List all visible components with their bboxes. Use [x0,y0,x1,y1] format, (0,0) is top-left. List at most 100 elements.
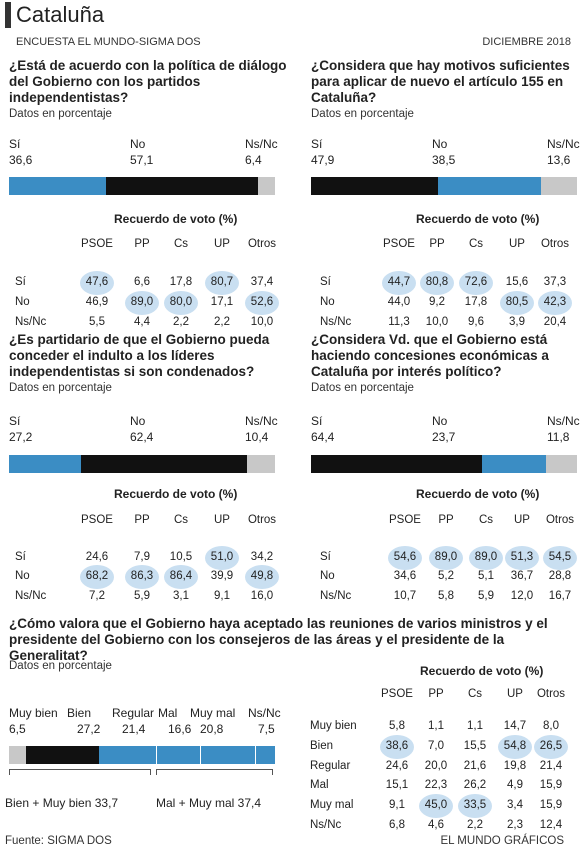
table-row-label: Ns/Nc [15,590,47,602]
table-cell: 45,0 [424,799,448,811]
table-cell: 10,0 [425,316,449,328]
highlight-circle [500,291,534,315]
bar-segment [98,746,156,764]
table-column-header: Otros [247,238,277,250]
table-cell: 34,6 [393,570,417,582]
table-title: Recuerdo de voto (%) [420,664,544,678]
table-cell: 3,1 [173,590,189,602]
table-cell: 2,2 [173,316,189,328]
table-cell: 49,8 [250,570,274,582]
table-row-label: Ns/Nc [320,590,352,602]
bar-segment [199,746,256,764]
bar-category-label: Sí [9,414,21,428]
table-cell: 34,2 [250,551,274,563]
table-row-label: Muy mal [310,799,354,811]
question-title: ¿Cómo valora que el Gobierno haya acepta… [9,616,548,663]
unit-label: Datos en porcentaje [311,382,414,394]
table-cell: 15,5 [463,740,487,752]
table-cell: 2,3 [507,819,523,831]
highlight-circle [419,794,453,818]
table-column-header: PP [428,688,444,700]
table-column-header: PP [134,514,150,526]
bar-category-label: Bien [67,706,92,720]
table-column-header: PP [438,514,454,526]
highlight-circle [125,565,159,589]
question-title: ¿Es partidario de que el Gobierno pueda … [9,332,270,379]
question-title: ¿Considera Vd. que el Gobierno está haci… [311,332,549,379]
table-cell: 44,7 [387,276,411,288]
table-cell: 47,6 [85,276,109,288]
question-title: ¿Considera que hay motivos suficientes p… [311,58,570,105]
table-cell: 10,5 [169,551,193,563]
bar-value-label: 57,1 [130,153,154,167]
bar-value-label: 13,6 [547,153,571,167]
table-title: Recuerdo de voto (%) [416,212,540,226]
table-cell: 3,4 [507,799,523,811]
bar-segment-no [438,177,541,195]
table-cell: 9,1 [214,590,230,602]
highlight-circle [534,735,568,759]
bar-value-label: 47,9 [311,153,335,167]
table-cell: 7,9 [134,551,150,563]
highlight-circle [538,291,572,315]
table-cell: 5,9 [134,590,150,602]
bar-segment-no [106,177,258,195]
table-column-header: Otros [247,514,277,526]
group-label-bien: Bien + Muy bien 33,7 [5,796,119,810]
bar-segment [26,746,99,764]
table-cell: 36,7 [510,570,534,582]
bar-segment-nsnc [540,177,577,195]
table-cell: 26,5 [539,740,563,752]
table-cell: 15,6 [505,276,529,288]
table-cell: 52,6 [250,296,274,308]
table-cell: 4,4 [134,316,150,328]
table-row-label: Sí [15,276,26,288]
table-column-header: Cs [173,514,189,526]
bar-value-label: 27,2 [9,430,33,444]
table-cell: 33,5 [463,799,487,811]
table-cell: 89,0 [434,551,458,563]
table-row-label: Sí [320,276,331,288]
table-column-header: UP [509,238,525,250]
bar-value-label: 20,8 [200,722,224,736]
bar-value-label: 62,4 [130,430,154,444]
table-cell: 37,3 [543,276,567,288]
table-row-label: Mal [310,779,329,791]
bar-value-label: 6,5 [9,722,26,736]
table-cell: 5,8 [389,720,405,732]
highlight-circle [458,794,492,818]
bar-segment-no [482,455,546,473]
table-row-label: Ns/Nc [320,316,352,328]
table-cell: 54,6 [393,551,417,563]
highlight-circle [164,291,198,315]
bar-category-label: Regular [112,706,155,720]
group-bracket-bien [9,769,151,775]
bar-category-label: Muy bien [9,706,58,720]
highlight-circle [245,565,279,589]
table-cell: 26,2 [463,779,487,791]
bar-category-label: No [130,137,146,151]
table-column-header: Cs [173,238,189,250]
bar-segment [9,746,27,764]
table-cell: 17,8 [464,296,488,308]
table-column-header: UP [514,514,530,526]
table-cell: 15,1 [385,779,409,791]
highlight-circle [380,735,414,759]
table-cell: 72,6 [464,276,488,288]
table-cell: 54,8 [503,740,527,752]
bar-category-label: No [130,414,146,428]
highlight-circle [245,291,279,315]
highlight-circle [388,546,422,570]
bar-segment-s [9,177,107,195]
table-cell: 20,4 [543,316,567,328]
highlight-circle [459,271,493,295]
table-cell: 28,8 [548,570,572,582]
highlight-circle [125,291,159,315]
table-title: Recuerdo de voto (%) [114,212,238,226]
table-row-label: Sí [15,551,26,563]
title-accent-bar [5,2,11,28]
bar-segment-s [311,177,439,195]
table-cell: 51,3 [510,551,534,563]
table-cell: 22,3 [424,779,448,791]
credit-label: EL MUNDO GRÁFICOS [440,835,564,847]
